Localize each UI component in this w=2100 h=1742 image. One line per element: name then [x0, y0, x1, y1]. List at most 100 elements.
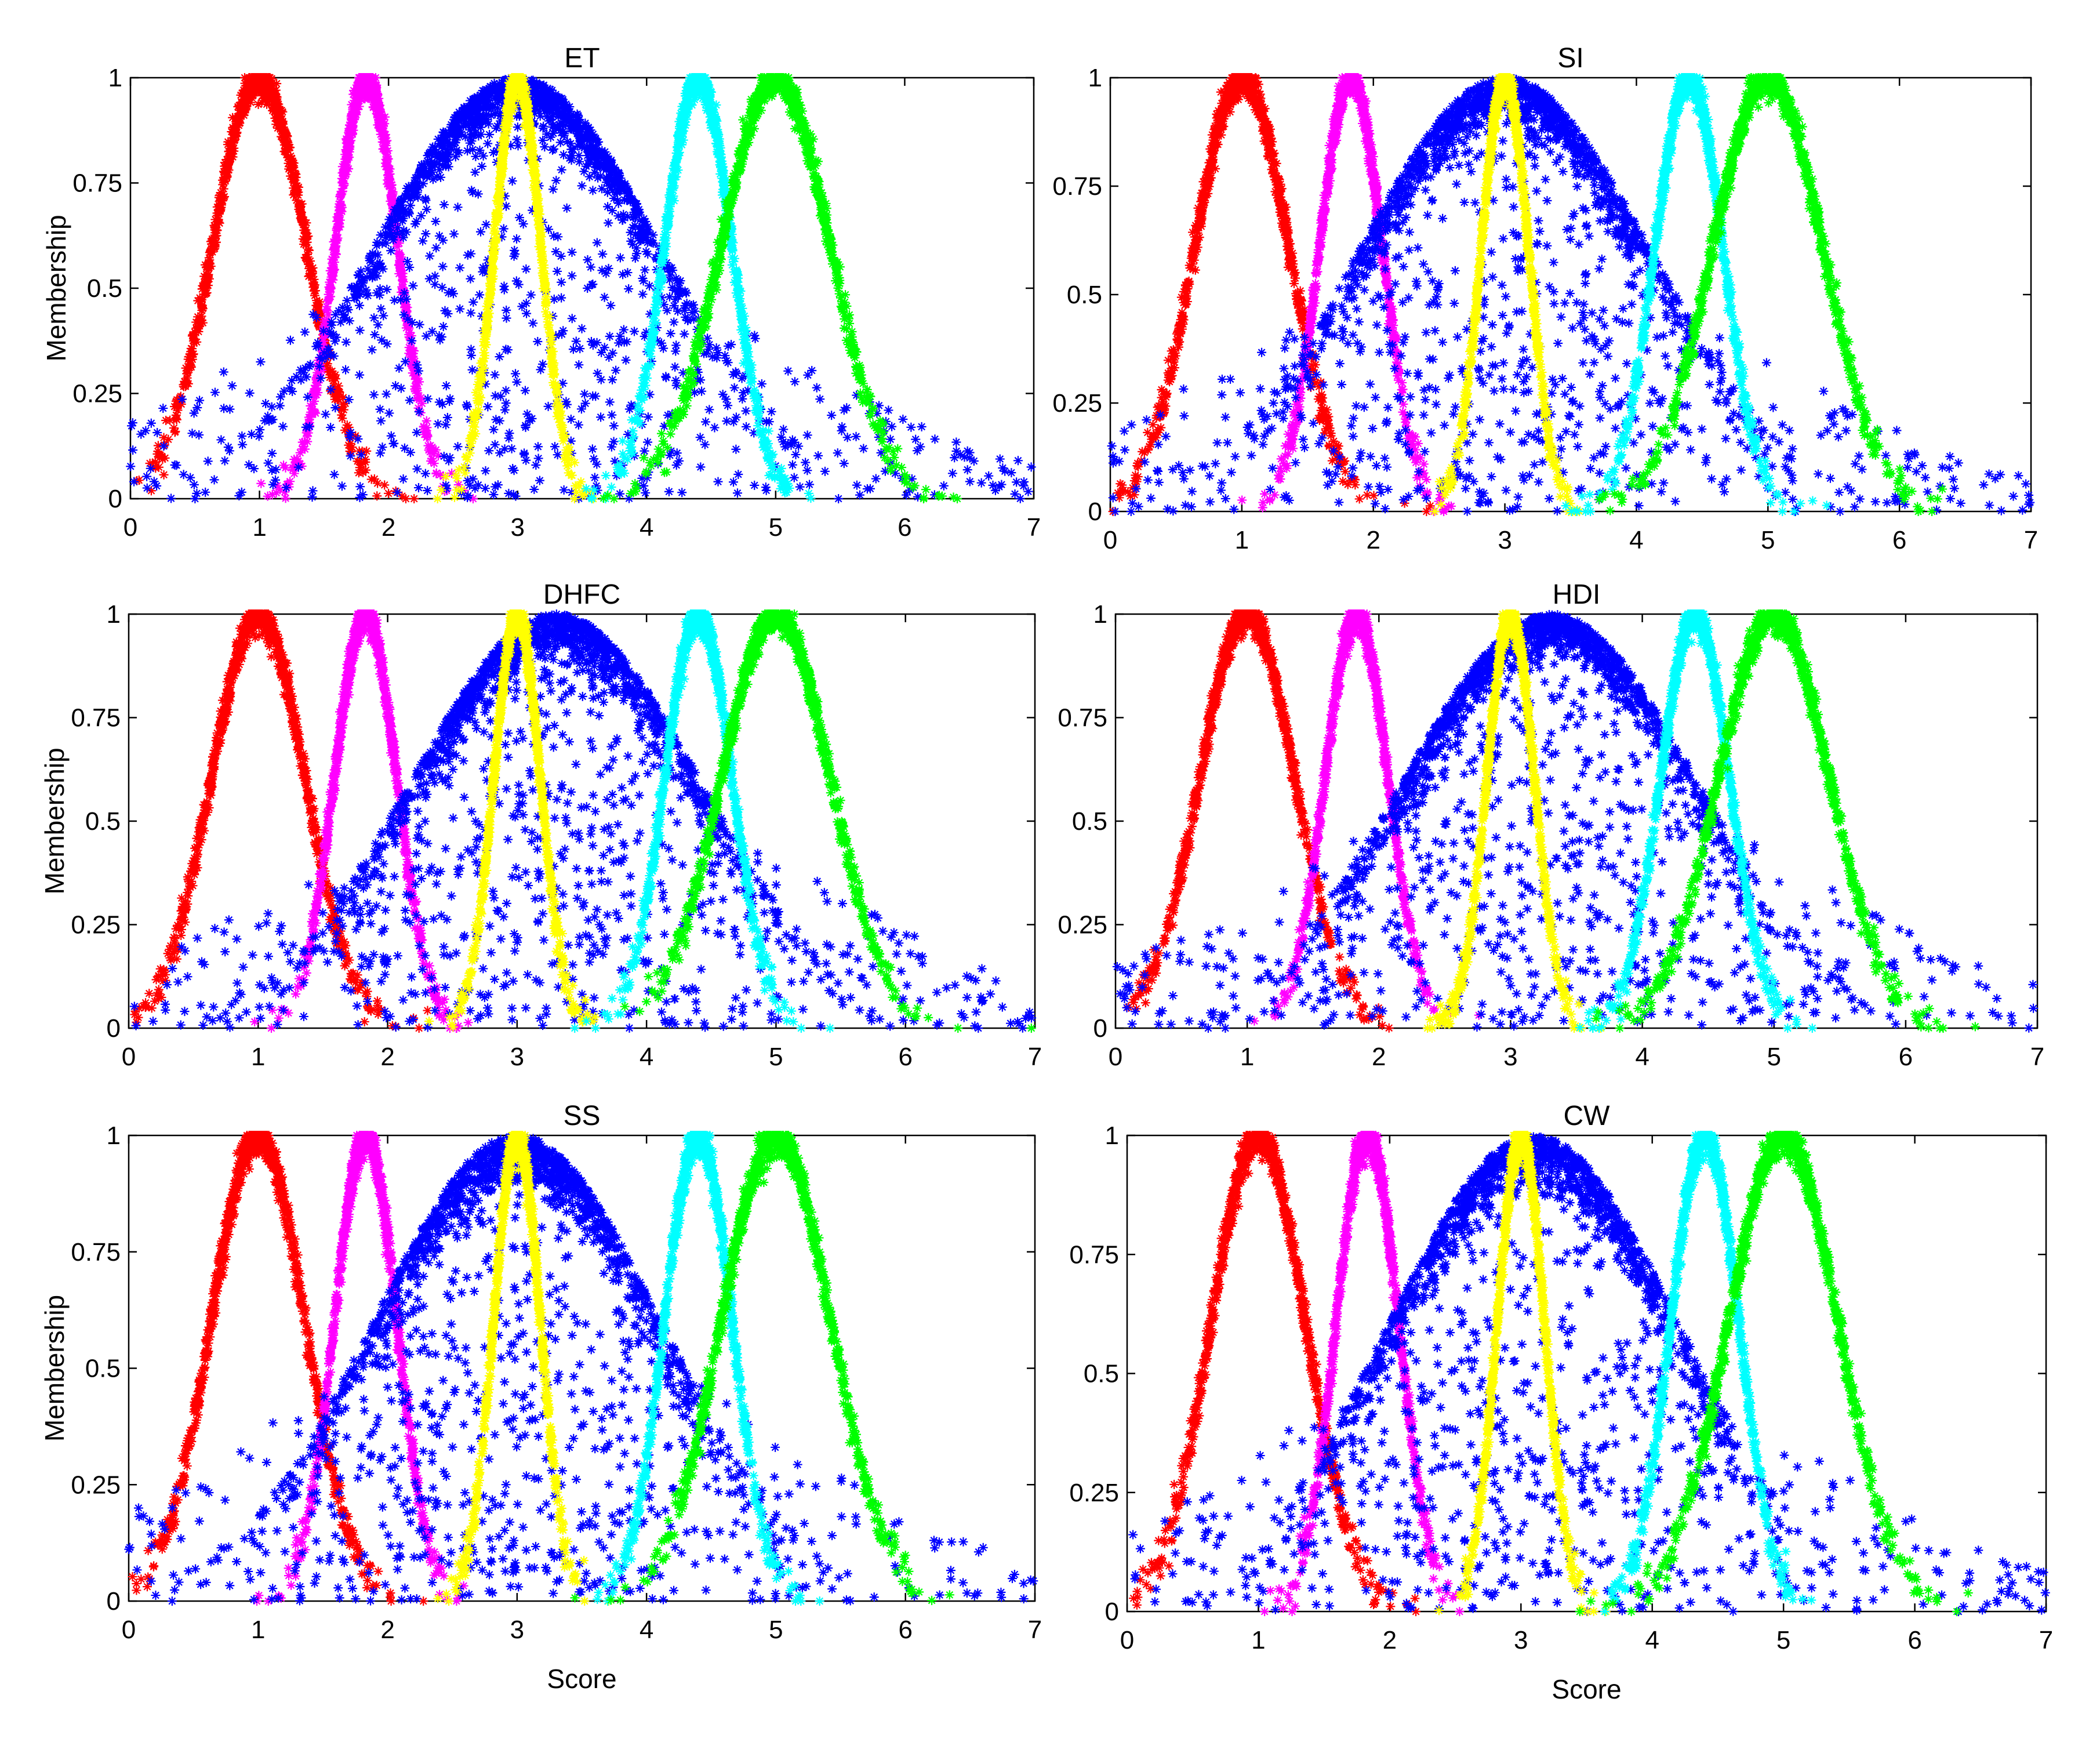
x-tick-label: 6	[898, 1616, 912, 1644]
series-3	[1434, 1131, 1611, 1616]
series-4	[1561, 73, 1832, 516]
panel-title: CW	[1564, 1101, 1611, 1131]
series-1	[1249, 609, 1484, 1028]
x-tick-label: 6	[898, 1043, 912, 1071]
series-1	[250, 609, 473, 1033]
series-marks	[1423, 609, 1606, 1033]
y-tick-label: 0.75	[71, 704, 121, 732]
y-tick-label: 0.75	[72, 169, 122, 198]
x-axis-label: Score	[1552, 1674, 1621, 1704]
series-marks	[1434, 1131, 1611, 1616]
y-tick-label: 0	[107, 1587, 121, 1616]
x-tick-label: 3	[510, 1043, 524, 1071]
x-tick-label: 1	[251, 1043, 265, 1071]
x-tick-label: 6	[1892, 526, 1906, 554]
y-axis-label: Membership	[39, 747, 70, 894]
y-tick-label: 0.5	[85, 1355, 121, 1383]
series-marks	[250, 609, 473, 1033]
x-tick-label: 3	[1514, 1626, 1528, 1654]
y-tick-label: 0.5	[1067, 281, 1102, 309]
series-marks	[1430, 73, 1585, 516]
x-tick-label: 6	[898, 513, 911, 542]
x-axis-label: Score	[547, 1664, 616, 1694]
plot-area	[129, 609, 1036, 1033]
series-marks	[620, 609, 1036, 1033]
x-tick-label: 1	[252, 513, 266, 542]
x-tick-label: 1	[1251, 1626, 1265, 1654]
y-tick-label: 1	[108, 64, 122, 92]
y-tick-label: 0	[1105, 1598, 1119, 1626]
y-tick-label: 0	[108, 485, 122, 513]
x-tick-label: 4	[1645, 1626, 1659, 1654]
x-tick-label: 1	[251, 1616, 265, 1644]
series-0	[1129, 1131, 1421, 1616]
y-axis-label: Membership	[39, 1295, 70, 1442]
x-tick-label: 2	[380, 1616, 394, 1644]
x-tick-label: 2	[382, 513, 395, 542]
x-tick-label: 2	[1366, 526, 1380, 554]
y-tick-label: 0.25	[1058, 911, 1107, 939]
x-tick-label: 5	[1776, 1626, 1790, 1654]
y-tick-label: 0.5	[1084, 1360, 1119, 1388]
x-tick-label: 0	[122, 1043, 136, 1071]
series-3	[1423, 609, 1606, 1033]
series-4	[582, 73, 816, 503]
panel-cw: 0 1 2 3 4 5 6 7 0 0.25 0.5 0.75 1 CW Score	[1069, 1101, 2053, 1704]
series-marks	[1249, 609, 1484, 1028]
y-tick-label: 0.25	[71, 1471, 121, 1499]
y-tick-label: 1	[1093, 600, 1107, 629]
series-marks	[570, 609, 835, 1033]
panels-layer: 0 1 2 3 4 5 6 7 0 0.25 0.5 0.75 1 ET Membership 0 1 2 3 4 5 6…	[39, 43, 2053, 1704]
x-tick-label: 5	[769, 1616, 783, 1644]
y-tick-label: 1	[107, 600, 121, 629]
series-5	[1594, 73, 1948, 516]
series-marks	[1575, 1131, 1973, 1616]
y-tick-label: 0.75	[1058, 704, 1107, 732]
x-tick-label: 4	[640, 1616, 653, 1644]
y-tick-label: 0	[1093, 1014, 1107, 1043]
y-tick-label: 0.75	[1069, 1240, 1119, 1269]
y-tick-label: 0	[107, 1014, 121, 1043]
series-marks	[1594, 73, 1948, 516]
panel-title: HDI	[1553, 579, 1601, 610]
series-5	[1591, 609, 1980, 1033]
x-tick-label: 1	[1240, 1043, 1254, 1071]
x-tick-label: 5	[1761, 526, 1775, 554]
series-0	[1108, 73, 1435, 516]
x-tick-label: 7	[2030, 1043, 2044, 1071]
panel-dhfc: 0 1 2 3 4 5 6 7 0 0.25 0.5 0.75 1 DHFC Membership	[39, 579, 1042, 1071]
series-marks	[130, 609, 433, 1033]
y-tick-label: 0.25	[71, 911, 121, 939]
x-tick-label: 4	[640, 1043, 653, 1071]
x-tick-label: 0	[1120, 1626, 1134, 1654]
x-tick-label: 7	[1028, 1043, 1042, 1071]
y-tick-label: 1	[107, 1122, 121, 1150]
series-2	[124, 1132, 1038, 1606]
plot-area	[124, 1131, 1038, 1606]
plot-area	[1112, 609, 2039, 1033]
series-5	[570, 1131, 954, 1605]
x-tick-label: 3	[1503, 1043, 1517, 1071]
series-marks	[593, 1131, 824, 1606]
series-3	[424, 609, 600, 1032]
x-tick-label: 2	[1372, 1043, 1386, 1071]
y-tick-label: 1	[1088, 64, 1102, 92]
axes-box	[1114, 613, 2039, 1029]
y-tick-label: 0.25	[72, 380, 122, 408]
y-tick-label: 0.25	[1069, 1479, 1119, 1507]
series-marks	[132, 73, 419, 503]
series-marks	[124, 1132, 1038, 1606]
panel-et: 0 1 2 3 4 5 6 7 0 0.25 0.5 0.75 1 ET Membership	[41, 43, 1041, 542]
x-tick-label: 3	[510, 1616, 524, 1644]
x-tick-label: 6	[1908, 1626, 1921, 1654]
panel-si: 0 1 2 3 4 5 6 7 0 0.25 0.5 0.75 1 SI	[1052, 43, 2038, 554]
series-0	[130, 609, 433, 1033]
series-marks	[582, 73, 816, 503]
panel-title: SI	[1557, 43, 1583, 74]
series-5	[599, 73, 962, 503]
plot-area	[1107, 73, 2035, 516]
x-tick-label: 6	[1899, 1043, 1913, 1071]
series-4	[1575, 609, 1817, 1033]
x-tick-label: 0	[122, 1616, 136, 1644]
